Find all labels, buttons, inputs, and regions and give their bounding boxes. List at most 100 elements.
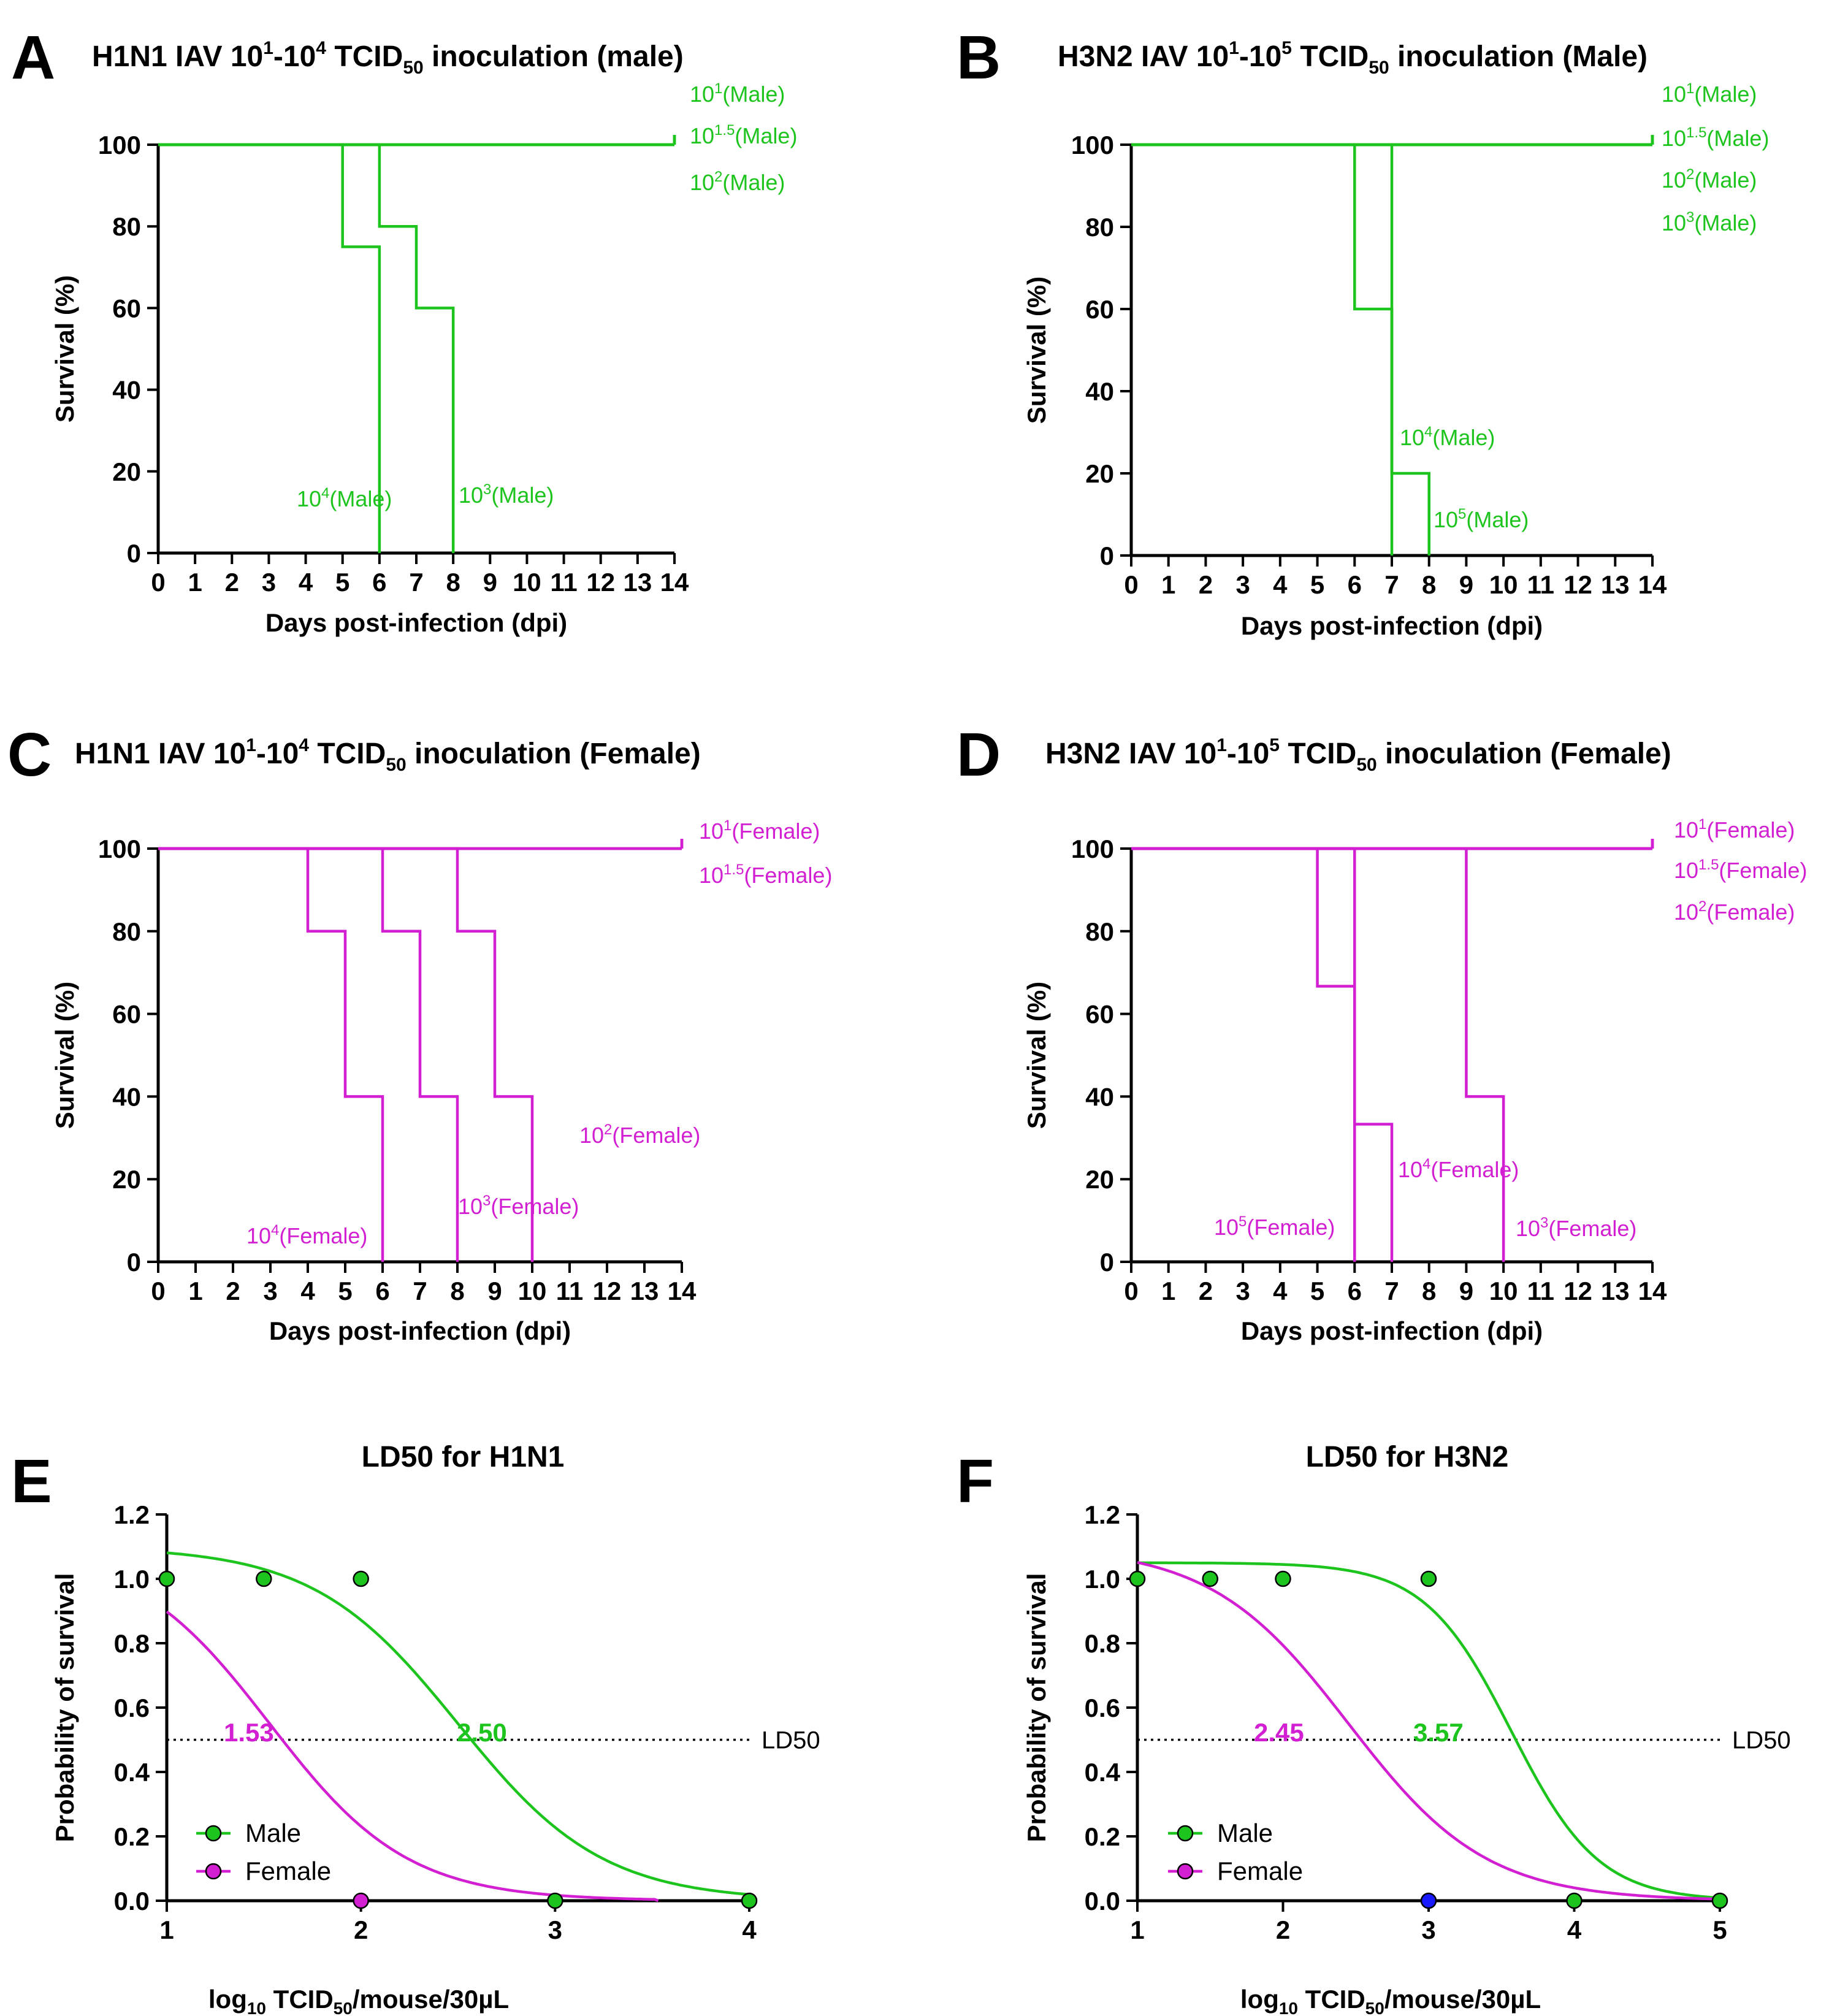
survival-curve-10^3(Male) — [158, 143, 455, 553]
x-tick-label: 14 — [660, 568, 689, 597]
y-tick-label: 0.8 — [114, 1629, 150, 1658]
label-d-10-1.5: 101.5(Female) — [1674, 857, 1807, 883]
x-tick-label: 4 — [299, 568, 313, 597]
x-tick-label: 1 — [1161, 570, 1175, 599]
y-tick-label: 0 — [1100, 541, 1114, 570]
x-tick-label: 12 — [593, 1277, 622, 1305]
panel-f-plot: LD50 2.45 3.57 Male Female — [1129, 1561, 1791, 1909]
female-ld50-value: 2.45 — [1254, 1718, 1304, 1747]
x-tick-label: 10 — [1489, 1277, 1518, 1305]
panel-letter-c: C — [7, 720, 52, 789]
y-tick-label: 40 — [112, 376, 141, 405]
x-tick-label: 7 — [1384, 1277, 1399, 1305]
x-tick-label: 2 — [354, 1915, 368, 1944]
y-axis-label: Survival (%) — [1022, 277, 1051, 424]
male-data-point — [547, 1892, 563, 1909]
legend-male-label: Male — [245, 1819, 301, 1847]
x-tick-label: 12 — [586, 568, 615, 597]
label-a-10-2: 102(Male) — [690, 169, 785, 195]
x-tick-label: 11 — [1527, 570, 1554, 599]
female-fit-curve — [166, 1610, 659, 1903]
x-tick-label: 2 — [1199, 570, 1213, 599]
survival-curve-10^4(Male) — [158, 143, 381, 553]
x-tick-label: 3 — [1235, 570, 1250, 599]
x-tick-label: 7 — [413, 1277, 427, 1305]
legend-female-label: Female — [245, 1857, 331, 1885]
y-tick-label: 20 — [112, 457, 141, 486]
panel-e-axes: 1 2 3 4 0.0 0.2 0.4 0.6 0.8 1.0 1.2 Probability of … — [50, 1500, 757, 1944]
y-tick-label: 80 — [1085, 213, 1114, 242]
survival-curve-10^2(Female) — [158, 847, 534, 1262]
x-tick-label: 3 — [1421, 1915, 1435, 1944]
legend-male-marker — [205, 1825, 222, 1842]
y-tick-label: 0.6 — [1085, 1693, 1120, 1722]
male-ld50-value: 3.57 — [1413, 1718, 1464, 1747]
legend-male-marker — [1177, 1825, 1194, 1842]
x-tick-label: 5 — [335, 568, 349, 597]
panel-c-title: H1N1 IAV 101-104 TCID50 inoculation (Fem… — [75, 735, 701, 775]
panel-a: A H1N1 IAV 101-104 TCID50 inoculation (m… — [11, 23, 797, 637]
y-tick-label: 40 — [1085, 1082, 1114, 1111]
x-tick-label: 12 — [1564, 570, 1592, 599]
y-tick-label: 0.8 — [1085, 1629, 1120, 1658]
label-a-10-4: 104(Male) — [297, 485, 392, 511]
panel-e: E LD50 for H1N1 1 2 3 4 0.0 0.2 0.4 0.6 0.8 1.0 1.… — [11, 1441, 820, 2016]
y-tick-label: 100 — [1071, 131, 1114, 159]
x-tick-label: 5 — [338, 1277, 352, 1305]
male-data-point — [1275, 1570, 1291, 1587]
y-tick-label: 0 — [1100, 1248, 1114, 1277]
panel-d-title: H3N2 IAV 101-105 TCID50 inoculation (Fem… — [1045, 735, 1671, 775]
panel-f-x-axis-label: log10 TCID50/mouse/30µL — [1240, 1985, 1541, 2016]
x-tick-label: 11 — [556, 1277, 583, 1305]
y-axis-label: Survival (%) — [50, 982, 79, 1129]
y-tick-label: 40 — [1085, 377, 1114, 406]
y-tick-label: 0.4 — [1085, 1758, 1121, 1787]
x-tick-label: 10 — [513, 568, 541, 597]
female-ld50-value: 1.53 — [224, 1718, 274, 1747]
label-c-10-3: 103(Female) — [458, 1193, 579, 1219]
label-b-10-5: 105(Male) — [1434, 506, 1529, 532]
panel-b-survival-curves — [1131, 135, 1654, 556]
panel-d: D H3N2 IAV 101-105 TCID50 inoculation (F… — [956, 720, 1807, 1345]
label-b-10-1.5: 101.5(Male) — [1662, 124, 1769, 151]
x-tick-label: 6 — [375, 1277, 389, 1305]
y-tick-label: 1.0 — [114, 1565, 150, 1594]
panel-e-title: LD50 for H1N1 — [362, 1441, 565, 1473]
label-c-10-4: 104(Female) — [246, 1222, 367, 1248]
panel-e-plot: LD50 1.53 2.50 Male Female — [158, 1551, 820, 1909]
x-tick-label: 14 — [1638, 1277, 1667, 1305]
panel-letter-e: E — [11, 1447, 52, 1516]
y-tick-label: 0.4 — [114, 1758, 150, 1787]
label-d-10-2: 102(Female) — [1674, 898, 1795, 925]
male-data-point — [1566, 1892, 1583, 1909]
y-tick-label: 100 — [98, 834, 141, 863]
panel-f: F LD50 for H3N2 1 2 3 4 5 0.0 0.2 0.4 0.6 0.8 1.0 1… — [956, 1441, 1791, 2016]
y-tick-label: 20 — [112, 1165, 141, 1194]
y-tick-label: 20 — [1085, 459, 1114, 488]
panel-letter-f: F — [956, 1447, 994, 1516]
y-tick-label: 0 — [127, 1248, 141, 1277]
male-data-point — [158, 1570, 175, 1587]
x-tick-label: 2 — [226, 1277, 240, 1305]
y-tick-label: 0.6 — [114, 1693, 150, 1722]
male-fit-curve — [1137, 1561, 1720, 1900]
legend-female-label: Female — [1217, 1857, 1303, 1885]
x-tick-label: 6 — [372, 568, 386, 597]
panel-d-curve-labels: 101(Female) 101.5(Female) 102(Female) 10… — [1214, 816, 1807, 1241]
x-tick-label: 9 — [1459, 570, 1473, 599]
x-tick-label: 2 — [1199, 1277, 1213, 1305]
x-tick-label: 13 — [1601, 570, 1630, 599]
female-data-point — [1420, 1892, 1437, 1909]
y-tick-label: 60 — [1085, 1000, 1114, 1029]
x-tick-label: 9 — [1459, 1277, 1473, 1305]
x-tick-label: 8 — [1422, 570, 1436, 599]
label-a-10-1: 101(Male) — [690, 80, 785, 107]
x-tick-label: 1 — [159, 1915, 174, 1944]
male-fit-curve — [166, 1551, 750, 1896]
x-tick-label: 13 — [623, 568, 652, 597]
x-tick-label: 13 — [1601, 1277, 1630, 1305]
y-tick-label: 20 — [1085, 1165, 1114, 1194]
